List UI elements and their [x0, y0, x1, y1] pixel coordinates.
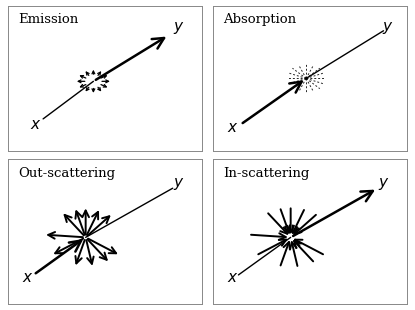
Text: $y$: $y$ — [173, 20, 184, 36]
Text: $x$: $x$ — [29, 118, 41, 132]
Text: In-scattering: In-scattering — [223, 166, 309, 179]
Text: $x$: $x$ — [22, 271, 34, 285]
Text: $x$: $x$ — [227, 271, 238, 285]
Text: $y$: $y$ — [381, 20, 393, 36]
Text: $y$: $y$ — [378, 176, 389, 192]
Text: Emission: Emission — [18, 13, 78, 26]
Text: Out-scattering: Out-scattering — [18, 166, 115, 179]
Text: $y$: $y$ — [173, 176, 184, 192]
Text: Absorption: Absorption — [223, 13, 296, 26]
Text: $x$: $x$ — [227, 121, 238, 135]
